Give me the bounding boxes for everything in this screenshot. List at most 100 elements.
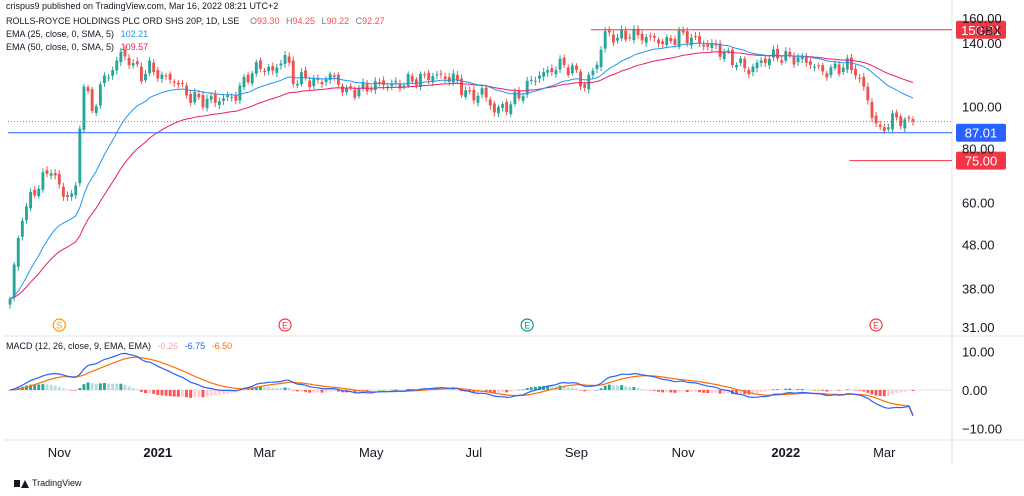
macd-histogram-bar [484,390,488,392]
candle-body [57,174,61,185]
symbol-name: ROLLS-ROYCE HOLDINGS PLC ORD SHS 20P, 1D… [6,16,240,26]
candle-body [558,58,562,70]
macd-histogram-bar [390,389,394,391]
candle-body [328,74,332,80]
macd-histogram-bar [562,386,566,390]
candle-body [447,77,451,82]
macd-histogram-bar [702,390,706,393]
candle-body [152,62,156,73]
chart-svg[interactable]: 150.31 87.01 75.00 160.00 140.00 100.00 80.00 6… [4,0,1022,494]
candle-body [620,29,624,39]
macd-histogram-bar [160,390,164,396]
event-marker-letter: E [524,321,530,331]
ema25-value: 102.21 [120,29,149,39]
macd-histogram-bar [652,390,656,391]
macd-histogram-bar [193,390,197,398]
candle-body [850,57,853,71]
high-label: H [286,16,293,26]
candle-body [833,63,837,69]
candle-body [718,43,722,57]
candle-body [907,117,911,119]
symbol-legend[interactable]: ROLLS-ROYCE HOLDINGS PLC ORD SHS 20P, 1D… [6,16,385,26]
tradingview-logo[interactable]: TradingView [14,478,82,488]
ema50-legend[interactable]: EMA (50, close, 0, SMA, 5) 109.57 [6,42,148,52]
macd-histogram-bar [509,390,513,392]
candle-body [513,91,517,104]
macd-histogram-bar [899,390,903,393]
macd-histogram-bar [238,390,242,392]
macd-histogram-bar [78,388,82,390]
candle-body [139,66,143,82]
macd-histogram-bar [300,390,303,392]
candle-body [661,41,665,45]
candle-body [710,43,714,48]
price-tick-label: 80.00 [962,142,995,157]
price-tick-label: 31.00 [962,320,995,335]
macd-histogram-bar [603,385,607,390]
candle-body [492,103,496,113]
candle-body [616,37,619,41]
macd-histogram-bar [817,390,821,391]
candle-body [657,39,660,44]
macd-histogram-bar [275,387,279,390]
candle-body [16,238,20,267]
macd-histogram-bar [90,383,94,390]
macd-histogram-bar [488,390,492,393]
candle-body [460,78,463,96]
candle-body [533,80,537,82]
candle-body [443,76,447,80]
candle-body [439,73,443,75]
macd-histogram-bar [521,389,525,390]
ema50-value: 109.57 [120,42,149,52]
macd-histogram-bar [57,386,61,390]
macd-histogram-bar [882,390,886,397]
candle-body [796,57,800,63]
macd-histogram-bar [447,389,451,391]
time-tick-label: Sep [565,445,588,460]
candle-body [669,38,673,42]
macd-legend[interactable]: MACD (12, 26, close, 9, EMA, EMA) -0.26 … [6,341,232,351]
level-label-bg-87.01 [956,123,1006,142]
candle-body [726,50,730,52]
candle-body [595,64,599,69]
candle-body [644,36,648,43]
candle-body [90,89,94,111]
candle-body [636,28,640,36]
macd-histogram-bar [139,390,143,392]
candle-body [767,58,771,66]
macd-histogram-bar [895,390,899,394]
candle-body [41,172,45,190]
candle-body [201,95,205,108]
publisher-text: crispus9 published on TradingView.com, M… [6,1,279,11]
candle-body [193,91,197,103]
level-label-bg-150.31 [956,20,1006,39]
candle-body [279,63,283,66]
macd-histogram-bar [279,387,283,390]
candle-body [431,76,435,83]
macd-histogram-bar [152,390,156,394]
candle-body [776,48,780,59]
macd-histogram-bar [246,389,250,390]
candle-body [435,74,439,76]
macd-histogram-bar [620,385,624,390]
macd-histogram-bar [402,389,406,391]
candle-body [825,73,829,78]
ema25-legend[interactable]: EMA (25, close, 0, SMA, 5) 102.21 [6,29,148,39]
macd-histogram-bar [587,390,591,392]
macd-histogram-bar [131,387,135,390]
macd-histogram-bar [353,390,357,393]
macd-histogram-bar [821,390,825,391]
candle-body [521,96,525,101]
macd-histogram-bar [570,387,574,390]
macd-histogram-bar [107,383,110,390]
macd-histogram-bar [870,390,874,395]
event-marker-S [52,318,66,332]
candle-body [813,66,816,68]
candle-body [373,81,377,91]
macd-histogram-bar [312,390,316,393]
event-marker-letter: S [56,321,62,331]
candle-body [78,128,82,184]
macd-histogram-bar [583,390,587,392]
candle-body [353,89,357,98]
candle-body [632,28,636,41]
